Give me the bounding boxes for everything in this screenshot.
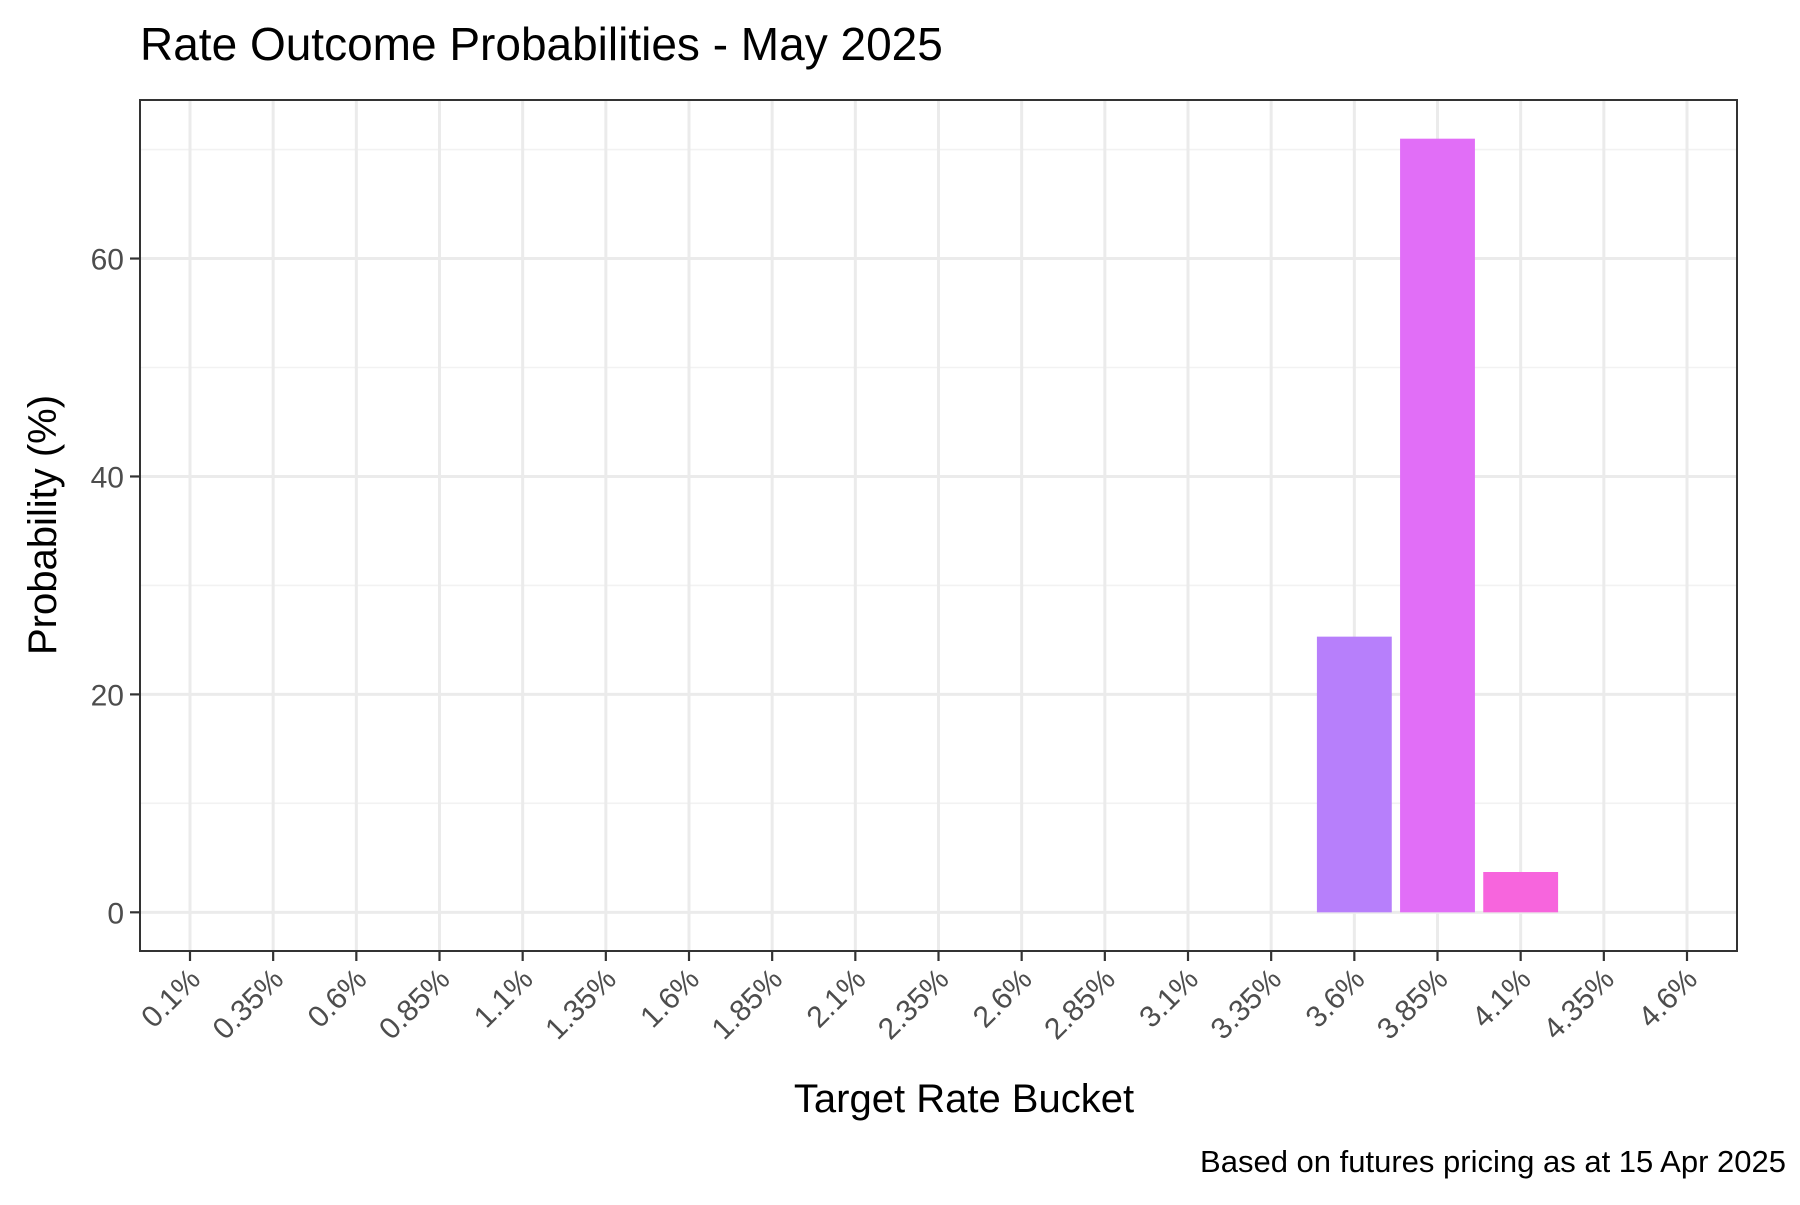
x-tick-label: 1.1% — [468, 963, 540, 1035]
x-tick-label: 3.1% — [1133, 963, 1205, 1035]
x-tick-label: 2.6% — [967, 963, 1039, 1035]
x-tick-label: 1.35% — [539, 963, 622, 1046]
x-tick-label: 3.35% — [1205, 963, 1288, 1046]
x-tick-label: 0.1% — [135, 963, 207, 1035]
y-tick-label: 0 — [107, 897, 124, 930]
x-tick-label: 4.1% — [1466, 963, 1538, 1035]
x-tick-label: 3.6% — [1300, 963, 1372, 1035]
chart-caption: Based on futures pricing as at 15 Apr 20… — [1200, 1144, 1786, 1179]
y-tick-label: 20 — [91, 679, 124, 712]
y-tick-label: 60 — [91, 244, 124, 277]
x-tick-label: 2.85% — [1038, 963, 1121, 1046]
y-axis-title: Probability (%) — [21, 395, 65, 655]
y-tick-label: 40 — [91, 461, 124, 494]
chart-title: Rate Outcome Probabilities - May 2025 — [140, 18, 943, 70]
x-tick-label: 4.6% — [1632, 963, 1704, 1035]
bar-4-1pct — [1483, 872, 1559, 913]
x-tick-label: 2.35% — [872, 963, 955, 1046]
x-tick-label: 4.35% — [1537, 963, 1620, 1046]
plot-area: 0 20 40 60 0.1% 0.35% 0.6% 0.85% 1.1% 1.35% 1.6% 1.… — [91, 99, 1738, 1046]
x-tick-label: 1.6% — [634, 963, 706, 1035]
x-axis-title: Target Rate Bucket — [794, 1077, 1134, 1121]
bar-3-85pct — [1400, 138, 1475, 913]
x-tick-label: 0.35% — [207, 963, 290, 1046]
x-tick-label: 0.85% — [373, 963, 456, 1046]
x-tick-label: 0.6% — [302, 963, 374, 1035]
x-tick-label: 1.85% — [706, 963, 789, 1046]
x-tick-label: 3.85% — [1371, 963, 1454, 1046]
x-tick-label: 2.1% — [801, 963, 873, 1035]
bar-3-6pct — [1316, 636, 1392, 913]
